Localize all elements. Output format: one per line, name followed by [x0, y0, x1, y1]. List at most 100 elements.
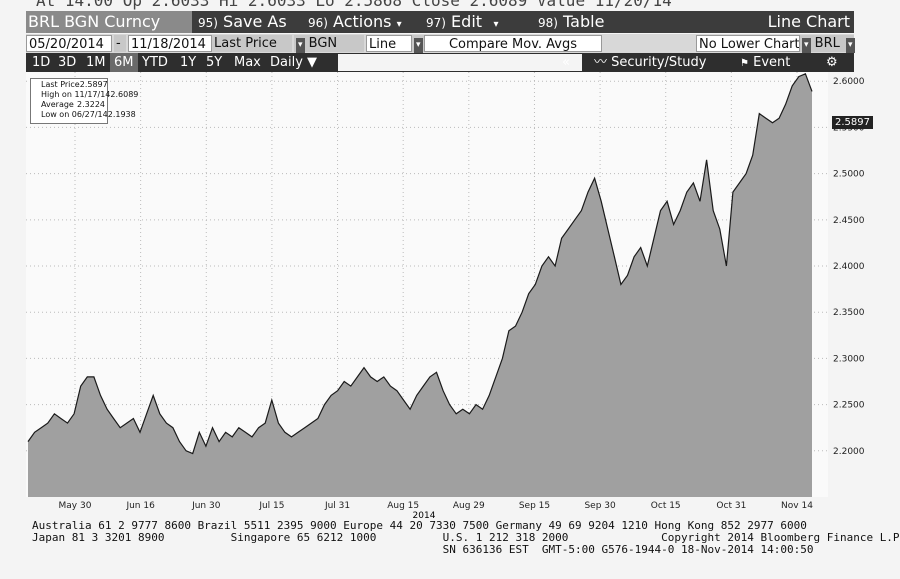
security-study-button[interactable]: 〰 Security/Study — [594, 53, 706, 72]
y-tick-label: 2.2000 — [833, 447, 865, 457]
legend-label: Average — [41, 100, 74, 109]
compare-mov-avgs-field[interactable]: Compare Mov. Avgs — [424, 35, 602, 52]
legend-label: Last Price — [41, 80, 80, 89]
frequency-select[interactable]: Daily ▼ — [266, 53, 321, 72]
range-5y[interactable]: 5Y — [206, 55, 223, 70]
footer-contact-info: Australia 61 2 9777 8600 Brazil 5511 239… — [32, 520, 900, 556]
x-tick-label: Sep 30 — [584, 501, 616, 511]
y-tick-label: 2.2500 — [833, 401, 865, 411]
date-separator: - — [114, 35, 126, 52]
frequency-label: Daily — [270, 55, 303, 70]
legend-last-price: Last Price 2.5897 — [33, 80, 108, 90]
x-tick-label: Jul 31 — [324, 501, 350, 511]
actions-menu-label: Actions — [333, 12, 392, 31]
actions-menu[interactable]: 96) Actions ▾ — [308, 11, 402, 36]
legend-high: High on 11/17/14 2.6089 — [33, 90, 138, 100]
legend-value: 2.5897 — [79, 80, 108, 89]
actions-menu-number: 96) — [308, 16, 328, 30]
x-tick-label: Aug 29 — [453, 501, 485, 511]
event-button[interactable]: ⚑ Event — [740, 53, 790, 73]
save-as-menu-number: 95) — [198, 16, 218, 30]
table-menu[interactable]: 98) Table — [538, 11, 604, 34]
table-menu-label: Table — [563, 12, 605, 31]
footer-line: Japan 81 3 3201 8900 Singapore 65 6212 1… — [32, 531, 900, 544]
x-tick-label: Oct 15 — [651, 501, 681, 511]
end-date-field[interactable]: 11/18/2014 — [128, 35, 212, 52]
range-1d[interactable]: 1D — [32, 55, 51, 70]
style-select[interactable]: Line — [366, 35, 412, 52]
x-tick-label: Jun 30 — [191, 501, 221, 511]
range-ytd[interactable]: YTD — [142, 55, 168, 70]
gear-icon[interactable]: ⚙ — [826, 55, 838, 70]
flag-icon: ⚑ — [740, 58, 749, 69]
x-tick-label: May 30 — [59, 501, 92, 511]
range-6m[interactable]: 6M — [110, 53, 138, 72]
x-tick-label: Jun 16 — [125, 501, 155, 511]
legend-value: 2.6089 — [110, 90, 139, 99]
x-tick-label: Nov 14 — [781, 501, 813, 511]
quote-summary-text: At 14:00 Op 2.6033 Hi 2.6033 Lo 2.5868 C… — [36, 0, 672, 10]
x-tick-label: Jul 15 — [258, 501, 284, 511]
range-1m[interactable]: 1M — [86, 55, 106, 70]
save-as-menu[interactable]: 95) Save As — [198, 11, 287, 34]
legend-average: Average 2.3224 — [33, 100, 105, 110]
y-tick-label: 2.4500 — [833, 216, 865, 226]
chevron-down-icon: ▾ — [396, 19, 402, 30]
chevron-down-icon: ▾ — [487, 19, 499, 30]
x-tick-label: Oct 31 — [716, 501, 746, 511]
range-3d[interactable]: 3D — [58, 55, 77, 70]
y-tick-label: 2.5000 — [833, 170, 865, 180]
chevron-down-icon: ▾ — [802, 38, 811, 53]
last-value-badge: 2.5897 — [832, 116, 873, 129]
legend-low: Low on 06/27/14 2.1938 — [33, 110, 136, 120]
ticker-field[interactable]: BRL BGN Curncy — [26, 11, 192, 33]
footer-line: SN 636136 EST GMT-5:00 G576-1944-0 18-No… — [32, 543, 814, 556]
chart-legend: Last Price 2.5897 High on 11/17/14 2.6089 … — [30, 78, 138, 124]
price-line — [27, 73, 813, 455]
range-max[interactable]: Max — [234, 55, 261, 70]
table-menu-number: 98) — [538, 16, 558, 30]
control-bar: 05/20/2014 - 11/18/2014 Last Price ▾ BGN… — [26, 34, 855, 53]
chevron-down-icon: ▾ — [414, 38, 423, 53]
legend-value: 2.3224 — [77, 100, 105, 109]
source-select-label: BGN — [308, 36, 338, 51]
y-tick-label: 2.3500 — [833, 308, 865, 318]
y-tick-label: 2.6000 — [833, 77, 865, 87]
edit-menu-number: 97) — [426, 16, 446, 30]
x-tick-label: Aug 15 — [387, 501, 419, 511]
y-tick-label: 2.3000 — [833, 354, 865, 364]
security-study-label: Security/Study — [611, 55, 707, 70]
triangle-down-icon: ▼ — [307, 55, 318, 70]
year-label: 2014 — [413, 511, 436, 519]
currency-select[interactable]: ▾ BRL — [800, 35, 844, 53]
chevron-down-icon: ▾ — [296, 38, 305, 53]
x-axis-ticks: May 30 Jun 16 Jun 30 Jul 15 Jul 31 Aug 15 Aug … — [59, 501, 814, 511]
collapse-button[interactable]: « — [562, 55, 570, 70]
legend-label: Low on 06/27/14 — [41, 110, 108, 119]
chart-line-icon: 〰 — [594, 55, 608, 70]
edit-menu[interactable]: 97) Edit ▾ — [426, 11, 499, 36]
footer-line: Australia 61 2 9777 8600 Brazil 5511 239… — [32, 519, 807, 532]
y-axis-ticks: 2.2000 2.2500 2.3000 2.3500 2.4000 2.4500 2.50… — [833, 77, 865, 457]
range-1y[interactable]: 1Y — [180, 55, 197, 70]
start-date-field[interactable]: 05/20/2014 — [26, 35, 112, 52]
event-label: Event — [753, 55, 791, 70]
legend-label: High on 11/17/14 — [41, 90, 111, 99]
range-bar: 1D 3D 1M 6M YTD 1Y 5Y Max Daily ▼ « 〰 Se… — [26, 53, 854, 72]
source-select[interactable]: ▾ BGN — [294, 35, 364, 53]
y-tick-label: 2.4000 — [833, 262, 865, 272]
chart-type-label[interactable]: Line Chart — [767, 12, 850, 31]
save-as-menu-label: Save As — [223, 12, 287, 31]
price-chart: 2.2000 2.2500 2.3000 2.3500 2.4000 2.4500 2.50… — [26, 72, 865, 519]
command-input[interactable] — [338, 54, 582, 71]
lower-chart-select[interactable]: No Lower Chart — [696, 35, 800, 52]
legend-value: 2.1938 — [107, 110, 136, 119]
currency-select-label: BRL — [814, 36, 840, 51]
style-dropdown-button[interactable]: ▾ — [412, 35, 426, 53]
currency-dropdown-button[interactable]: ▾ — [844, 35, 855, 53]
edit-menu-label: Edit — [451, 12, 483, 31]
title-bar: BRL BGN Curncy 95) Save As 96) Actions ▾… — [26, 11, 854, 33]
price-area — [28, 73, 812, 498]
quote-summary-strip: At 14:00 Op 2.6033 Hi 2.6033 Lo 2.5868 C… — [0, 0, 900, 11]
field-select[interactable]: Last Price — [212, 35, 292, 52]
